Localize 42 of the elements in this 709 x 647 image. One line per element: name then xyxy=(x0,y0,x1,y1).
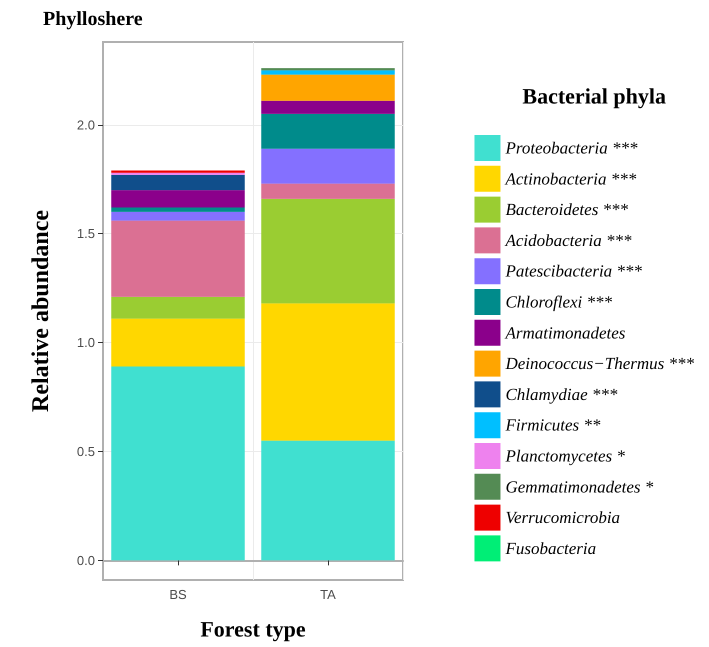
bar xyxy=(111,190,245,208)
x-tick-label: TA xyxy=(320,587,336,602)
legend-label: Bacteroidetes *** xyxy=(505,200,629,220)
bar xyxy=(261,100,395,114)
bar xyxy=(111,366,245,560)
bar xyxy=(111,220,245,297)
legend-label: Deinococcus−Thermus *** xyxy=(504,354,694,374)
legend-label: Chloroflexi *** xyxy=(505,292,613,312)
bar xyxy=(261,198,395,304)
legend-title: Bacterial phyla xyxy=(522,84,666,108)
legend-label: Patescibacteria *** xyxy=(504,262,642,281)
bar xyxy=(261,303,395,441)
legend-label: Armatimonadetes xyxy=(504,323,626,342)
legend-label: Verrucomicrobia xyxy=(505,508,620,528)
legend-label: Firmicutes ** xyxy=(504,416,601,435)
bar xyxy=(261,70,395,75)
bar xyxy=(261,148,395,184)
bar xyxy=(111,296,245,319)
y-tick-label: 1.5 xyxy=(76,226,95,242)
legend-label: Fusobacteria xyxy=(504,538,596,558)
bar xyxy=(261,440,395,560)
x-tick-label: BS xyxy=(169,587,187,602)
bar xyxy=(111,318,245,367)
y-tick-label: 0.0 xyxy=(76,552,95,568)
legend-label: Acidobacteria *** xyxy=(504,230,632,250)
legend-label: Actinobacteria *** xyxy=(504,169,637,188)
x-axis-title: Forest type xyxy=(200,616,306,642)
y-tick-label: 2.0 xyxy=(76,117,95,132)
bar xyxy=(111,212,245,221)
legend-label: Planctomycetes * xyxy=(504,446,626,466)
legend-label: Gemmatimonadetes * xyxy=(505,477,654,496)
bar xyxy=(261,114,395,149)
bar xyxy=(261,184,395,199)
chart-title: Phylloshere xyxy=(43,8,143,30)
legend-label: Chlamydiae *** xyxy=(505,384,618,404)
y-axis-title: Relative abundance xyxy=(28,210,54,412)
y-tick-label: 0.5 xyxy=(76,444,95,459)
bar xyxy=(261,74,395,101)
bar xyxy=(111,208,245,212)
bar xyxy=(111,174,245,190)
y-tick-label: 1.0 xyxy=(76,335,95,350)
legend-label: Proteobacteria *** xyxy=(504,138,638,158)
